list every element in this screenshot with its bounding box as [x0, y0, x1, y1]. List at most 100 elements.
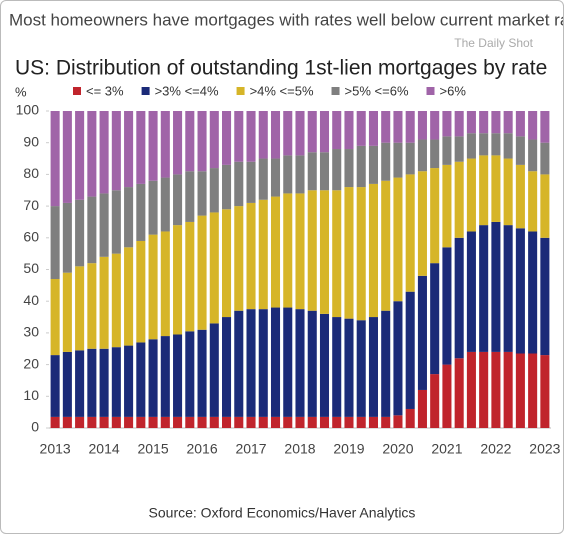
bar-segment	[295, 309, 305, 417]
x-tick-label: 2013	[40, 441, 71, 457]
bar-segment	[319, 416, 330, 428]
bar-segment	[430, 263, 440, 375]
bar-segment	[124, 416, 134, 428]
bar-segment	[124, 187, 134, 248]
bar-segment	[405, 291, 415, 409]
bar-segment	[479, 155, 489, 226]
bar-segment	[417, 275, 427, 390]
bar-segment	[332, 317, 342, 417]
bar-segment	[87, 263, 97, 349]
bar-segment	[173, 111, 183, 175]
bar-segment	[405, 142, 415, 175]
bar-segment	[75, 111, 85, 200]
bar-segment	[222, 317, 232, 417]
bar-segment	[503, 351, 513, 428]
bar-segment	[209, 416, 219, 428]
bar-segment	[75, 199, 85, 267]
bar-segment	[491, 351, 501, 428]
bar-segment	[332, 190, 342, 318]
bar-segment	[307, 190, 317, 311]
bar-segment	[222, 164, 232, 210]
y-tick-label: 0	[31, 419, 39, 435]
bar-segment	[344, 187, 354, 319]
bar-segment	[246, 111, 256, 162]
bar-segment	[234, 206, 244, 311]
bar-segment	[393, 142, 403, 178]
bar-segment	[222, 416, 232, 428]
bar-segment	[528, 353, 538, 428]
bar-segment	[430, 111, 440, 140]
bar-segment	[136, 240, 146, 343]
bar-segment	[466, 158, 476, 232]
bar-segment	[62, 416, 72, 428]
bar-segment	[160, 336, 170, 417]
bar-segment	[87, 196, 97, 264]
bar-segment	[173, 334, 183, 417]
bar-segment	[393, 415, 403, 428]
bar-segment	[368, 145, 378, 184]
bar-segment	[503, 158, 513, 226]
bar-segment	[356, 320, 366, 417]
bar-segment	[50, 206, 60, 280]
bar-segment	[491, 155, 501, 222]
x-tick-label: 2017	[235, 441, 266, 457]
bar-segment	[393, 177, 403, 302]
bar-segment	[283, 307, 293, 417]
bar-segment	[491, 133, 501, 156]
bar-segment	[99, 111, 109, 194]
bar-segment	[466, 351, 476, 428]
bar-segment	[99, 256, 109, 349]
bar-segment	[528, 139, 538, 172]
bar-segment	[283, 193, 293, 308]
bar-segment	[528, 171, 538, 232]
bar-segment	[515, 228, 525, 354]
y-tick-label: 30	[23, 324, 39, 340]
bar-segment	[540, 142, 550, 175]
bar-segment	[528, 231, 538, 354]
bar-segment	[479, 225, 489, 352]
bar-segment	[295, 111, 305, 156]
bar-segment	[234, 416, 244, 428]
bar-segment	[442, 364, 452, 428]
bar-segment	[405, 174, 415, 292]
bar-segment	[197, 171, 207, 216]
bar-segment	[479, 133, 489, 156]
bar-segment	[209, 212, 219, 324]
bar-segment	[209, 168, 219, 213]
x-tick-label: 2023	[529, 441, 560, 457]
y-tick-label: 40	[23, 292, 39, 308]
legend-swatch	[141, 87, 150, 95]
bar-segment	[62, 351, 72, 417]
bar-segment	[258, 416, 268, 428]
bar-segment	[430, 168, 440, 264]
bar-segment	[234, 161, 244, 207]
y-tick-label: 20	[23, 355, 39, 371]
bar-segment	[319, 313, 330, 417]
legend-label: >4% <=5%	[250, 83, 314, 98]
bar-segment	[417, 111, 427, 140]
bar-segment	[430, 139, 440, 169]
bar-segment	[148, 180, 158, 235]
bar-segment	[87, 416, 97, 428]
bar-segment	[417, 389, 427, 428]
bar-segment	[528, 111, 538, 140]
bar-segment	[124, 111, 134, 188]
y-tick-label: 60	[23, 229, 39, 245]
bar-segment	[479, 351, 489, 428]
bar-segment	[222, 111, 232, 165]
bar-segment	[270, 307, 281, 417]
bar-segment	[454, 111, 464, 137]
bar-segment	[185, 221, 195, 332]
bar-segment	[540, 237, 550, 356]
bar-segment	[381, 180, 391, 311]
bar-segment	[160, 231, 170, 337]
bar-segment	[381, 416, 391, 428]
bar-segment	[356, 416, 366, 428]
bar-segment	[148, 339, 158, 417]
bar-segment	[185, 416, 195, 428]
bar-segment	[344, 111, 354, 150]
bar-segment	[479, 111, 489, 134]
x-tick-label: 2018	[284, 441, 315, 457]
bar-segment	[344, 149, 354, 188]
